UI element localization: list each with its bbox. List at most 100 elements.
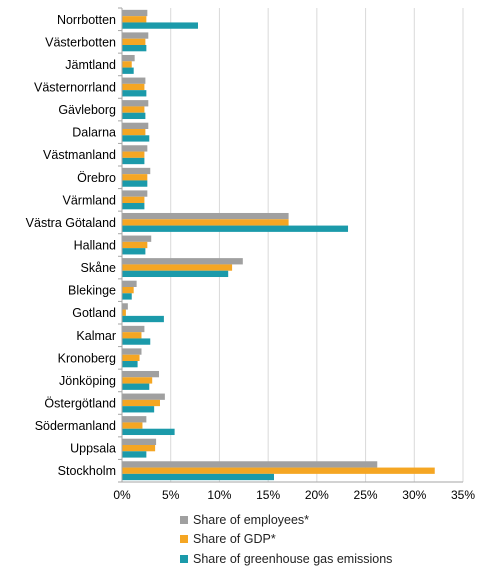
bar-employees (122, 77, 146, 84)
bar-emissions (122, 22, 198, 29)
bar-emissions (122, 203, 145, 210)
bar-gdp (122, 354, 140, 362)
category-label: Stockholm (58, 464, 116, 478)
bar-employees (122, 122, 149, 129)
bar-emissions (122, 338, 151, 345)
legend-label-gdp: Share of GDP* (193, 532, 276, 547)
legend-item-gdp: Share of GDP* (180, 530, 392, 550)
category-label: Kronoberg (58, 351, 116, 365)
bar-emissions (122, 90, 147, 97)
category-label: Örebro (77, 171, 116, 185)
bar-emissions (122, 112, 146, 120)
bar-emissions (122, 361, 138, 368)
bar-emissions (122, 383, 150, 390)
bar-emissions (122, 45, 147, 52)
x-tick-label: 15% (256, 488, 280, 502)
bar-emissions (122, 315, 164, 323)
bar-emissions (122, 451, 147, 458)
legend-swatch-employees (180, 515, 188, 524)
bar-emissions (122, 406, 155, 413)
category-label: Västernorrland (34, 81, 116, 95)
legend-item-employees: Share of employees* (180, 510, 392, 530)
category-label: Blekinge (68, 284, 116, 298)
bar-employees (122, 461, 378, 468)
bar-emissions (122, 157, 145, 165)
bar-emissions (122, 270, 229, 278)
bar-gdp (122, 467, 435, 474)
x-tick-label: 20% (305, 488, 329, 502)
bar-gdp (122, 399, 160, 407)
bar-emissions (122, 135, 150, 142)
legend-label-employees: Share of employees* (193, 512, 310, 527)
bar-employees (122, 32, 149, 39)
category-label: Kalmar (76, 329, 116, 343)
bar-gdp (122, 444, 156, 452)
bar-emissions (122, 67, 134, 74)
category-label: Jönköping (59, 374, 116, 388)
legend-item-emissions: Share of greenhouse gas emissions (180, 549, 392, 569)
bar-gdp (122, 241, 148, 249)
x-tick-label: 5% (162, 488, 180, 502)
bar-employees (122, 280, 137, 287)
bar-emissions (122, 248, 146, 255)
category-label: Västmanland (43, 148, 116, 162)
bar-gdp (122, 377, 153, 384)
bar-emissions (122, 428, 175, 436)
bar-gdp (122, 61, 132, 68)
bar-employees (122, 167, 151, 175)
legend-swatch-gdp (180, 535, 188, 544)
x-tick-label: 25% (354, 488, 378, 502)
bar-gdp (122, 16, 147, 23)
x-tick-label: 10% (207, 488, 231, 502)
bar-employees (122, 100, 149, 107)
bar-employees (122, 416, 147, 423)
bar-employees (122, 9, 148, 17)
x-tick-label: 0% (113, 488, 131, 502)
bar-employees (122, 370, 160, 378)
category-label: Östergötland (44, 397, 116, 411)
bar-employees (122, 235, 152, 242)
category-label: Uppsala (70, 442, 116, 456)
bar-employees (122, 438, 157, 445)
legend: Share of employees* Share of GDP* Share … (180, 510, 392, 569)
bar-gdp (122, 196, 145, 204)
bar-employees (122, 145, 148, 152)
bar-gdp (122, 422, 143, 429)
bar-gdp (122, 286, 134, 294)
bar-employees (122, 325, 145, 333)
legend-swatch-emissions (180, 554, 188, 563)
bar-gdp (122, 38, 146, 46)
bar-gdp (122, 106, 145, 113)
bar-gdp (122, 151, 145, 158)
bar-gdp (122, 309, 126, 316)
category-label: Västra Götaland (26, 216, 116, 230)
bar-emissions (122, 293, 132, 300)
bar-emissions (122, 180, 148, 187)
bar-emissions (122, 225, 349, 232)
bar-employees (122, 393, 165, 400)
category-label: Halland (74, 239, 116, 253)
bar-gdp (122, 128, 146, 136)
category-label: Jämtland (65, 58, 116, 72)
bar-employees (122, 54, 135, 62)
x-tick-label: 30% (402, 488, 426, 502)
bar-gdp (122, 83, 145, 91)
bar-employees (122, 212, 289, 220)
category-label: Värmland (63, 193, 117, 207)
bar-emissions (122, 473, 274, 481)
category-label: Dalarna (72, 126, 116, 140)
category-label: Gotland (72, 306, 116, 320)
bar-gdp (122, 174, 148, 181)
bar-gdp (122, 219, 289, 226)
bar-gdp (122, 332, 142, 339)
category-label: Skåne (81, 261, 116, 275)
legend-label-emissions: Share of greenhouse gas emissions (193, 551, 393, 566)
category-label: Södermanland (35, 419, 116, 433)
category-label: Norrbotten (57, 13, 116, 27)
bar-employees (122, 258, 243, 265)
category-label: Gävleborg (58, 103, 116, 117)
bar-employees (122, 190, 148, 197)
category-label: Västerbotten (45, 35, 116, 49)
